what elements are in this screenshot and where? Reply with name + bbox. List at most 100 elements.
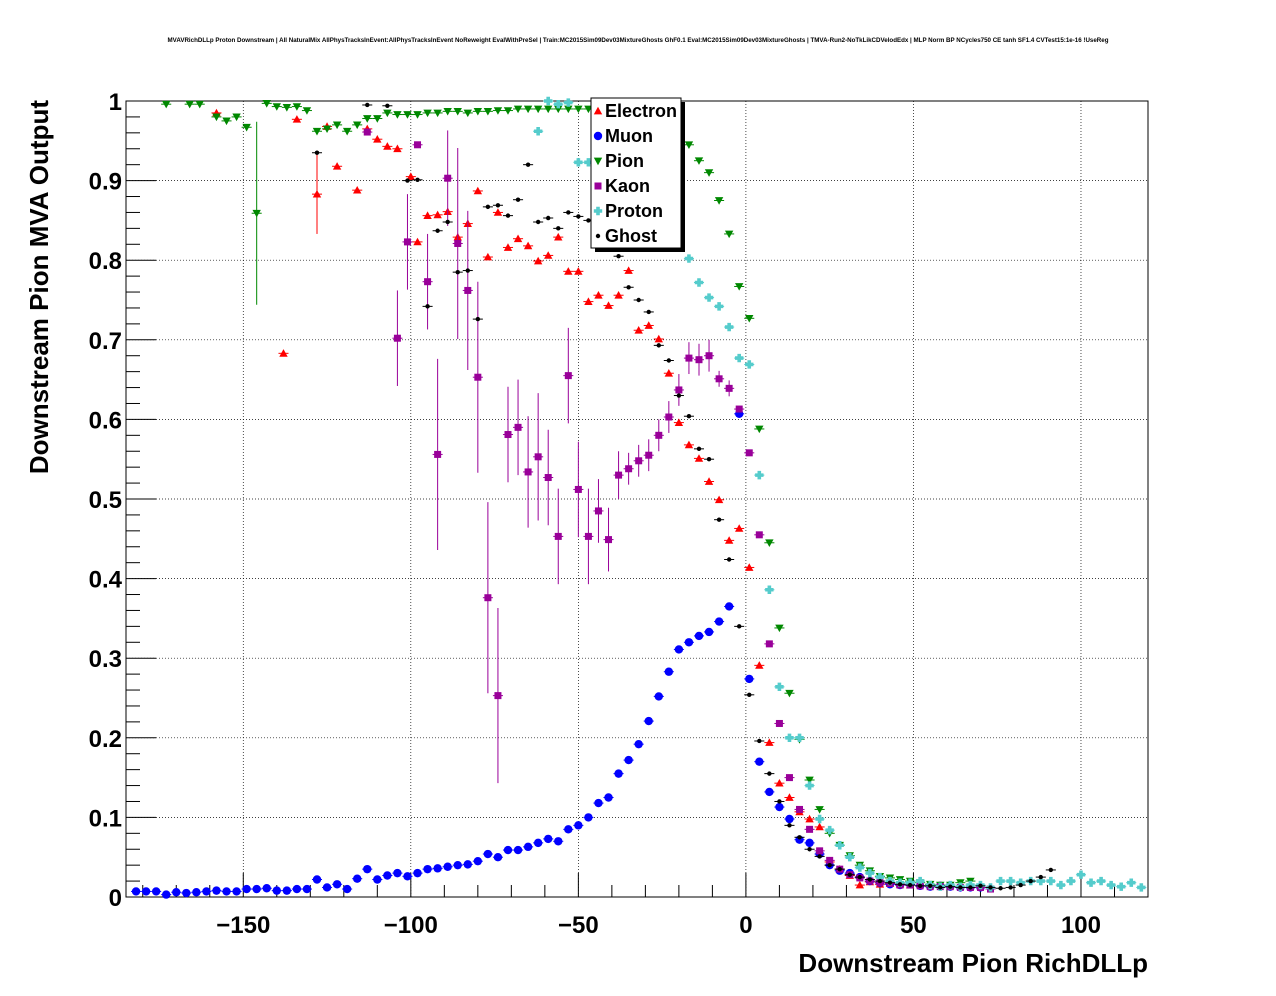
data-point: [393, 144, 402, 153]
data-point: [406, 172, 416, 180]
data-point: [524, 468, 532, 476]
data-point: [363, 115, 372, 123]
chart-title: MVAVRichDLLp Proton Downstream | All Nat…: [168, 37, 1109, 44]
data-point: [425, 304, 430, 309]
axes: −150 −100 −50 0 50 100 0 0.1 0.2 0.3 0.4 0.5 0.6 0.7 0…: [89, 89, 1149, 939]
data-point: [686, 414, 692, 419]
data-point: [373, 115, 382, 123]
data-point: [644, 716, 653, 726]
legend-box: [590, 97, 682, 249]
data-point: [785, 793, 794, 801]
y-tick-label: 1: [109, 89, 122, 116]
legend-marker: [593, 157, 603, 166]
data-point: [574, 485, 582, 493]
data-point: [1016, 878, 1025, 887]
data-point: [735, 353, 744, 363]
data-point: [493, 208, 503, 216]
data-point: [403, 111, 412, 119]
data-point: [554, 105, 563, 114]
data-point: [897, 882, 903, 887]
data-point: [463, 109, 472, 118]
data-point: [714, 495, 724, 504]
data-point: [616, 254, 621, 259]
data-point: [948, 884, 953, 889]
data-point: [513, 845, 523, 855]
data-point: [403, 872, 412, 881]
data-point: [695, 356, 703, 364]
series-proton: [533, 96, 1147, 892]
data-point: [485, 204, 491, 210]
data-point: [242, 884, 251, 894]
data-point: [998, 886, 1003, 891]
data-point: [513, 105, 523, 114]
data-point: [755, 425, 764, 434]
data-point: [1018, 882, 1023, 888]
data-point: [724, 536, 734, 544]
data-point: [473, 107, 483, 116]
data-point: [666, 358, 672, 363]
data-point: [535, 219, 541, 225]
data-point: [674, 418, 684, 426]
data-point: [796, 805, 804, 813]
data-point: [544, 105, 553, 114]
y-tick-label: 0.5: [89, 487, 122, 514]
data-point: [353, 874, 362, 883]
y-tick-label: 0.8: [89, 248, 122, 275]
data-point: [775, 719, 783, 727]
data-point: [614, 291, 623, 299]
y-tick-label: 0.1: [89, 805, 122, 832]
data-point: [292, 103, 302, 111]
data-point: [564, 98, 573, 107]
data-point: [413, 111, 422, 119]
legend-marker: [593, 106, 603, 115]
data-point: [996, 876, 1005, 886]
data-point: [584, 297, 593, 305]
legend-marker: [593, 131, 603, 141]
data-point: [625, 465, 633, 473]
data-point: [795, 733, 804, 742]
data-point: [564, 372, 572, 380]
data-point: [805, 838, 814, 848]
data-point: [185, 100, 194, 109]
legend-label: Proton: [605, 201, 663, 221]
data-point: [455, 269, 460, 275]
data-point: [594, 798, 603, 808]
data-point: [968, 885, 973, 890]
data-point: [332, 121, 342, 130]
data-point: [222, 887, 231, 896]
data-point: [483, 849, 493, 859]
data-point: [1137, 883, 1146, 892]
data-point: [624, 755, 633, 765]
data-point: [503, 243, 513, 251]
data-point: [775, 682, 784, 692]
data-point: [182, 888, 191, 898]
data-point: [674, 645, 684, 654]
data-point: [845, 853, 854, 862]
data-point: [504, 431, 512, 439]
data-point: [797, 835, 802, 840]
data-point: [664, 369, 674, 377]
data-point: [684, 254, 694, 263]
data-point: [413, 868, 422, 878]
data-point: [877, 878, 883, 884]
data-point: [554, 532, 562, 540]
data-point: [212, 113, 221, 122]
data-point: [483, 107, 493, 116]
data-point: [714, 302, 724, 311]
data-point: [865, 868, 875, 878]
data-point: [302, 107, 312, 115]
data-point: [574, 158, 583, 167]
data-point: [755, 661, 764, 669]
data-point: [1086, 878, 1096, 887]
data-point: [385, 103, 390, 108]
data-point: [1076, 870, 1086, 879]
data-point: [615, 471, 623, 479]
data-point: [755, 757, 764, 766]
data-point: [938, 885, 943, 890]
data-point: [363, 128, 371, 136]
data-point: [765, 585, 774, 594]
data-point: [817, 854, 822, 859]
data-point: [694, 278, 704, 287]
x-tick-label: 0: [739, 912, 752, 939]
series-electron: [211, 108, 916, 889]
